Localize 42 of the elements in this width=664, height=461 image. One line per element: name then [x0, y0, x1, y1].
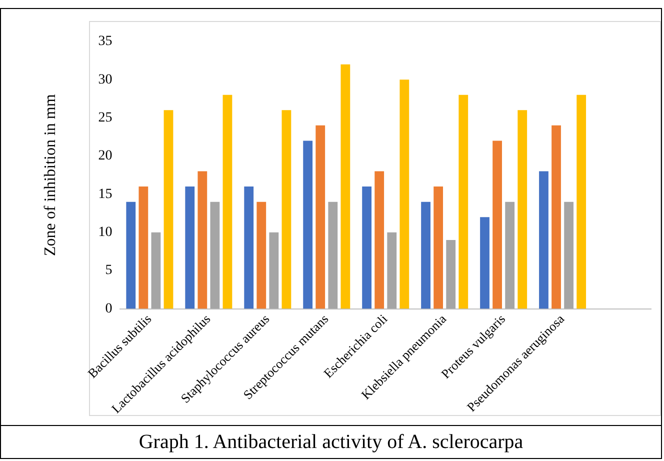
bar: [434, 186, 444, 309]
bar: [362, 186, 372, 309]
bar: [552, 125, 561, 309]
caption: Graph 1. Antibacterial activity of A. sclerocarpa: [1, 425, 661, 460]
bar: [576, 94, 586, 309]
bar: [340, 64, 350, 309]
bar: [328, 202, 338, 309]
y-tick-label: 15: [98, 186, 112, 202]
y-tick-label: 25: [98, 110, 112, 126]
bar: [210, 202, 220, 309]
bar: [138, 186, 148, 309]
y-tick-label: 10: [98, 225, 112, 240]
y-tick-label: 30: [98, 72, 112, 88]
y-tick-label: 35: [98, 34, 112, 50]
y-tick-label: 20: [98, 148, 112, 164]
bar: [539, 171, 548, 309]
bar: [222, 94, 232, 309]
bar: [492, 140, 502, 309]
bar: [400, 80, 410, 309]
bar: [198, 171, 208, 309]
bar: [446, 240, 456, 309]
bar: [458, 94, 468, 309]
bar: [316, 125, 326, 309]
bar: [164, 110, 174, 309]
y-axis-title: Zone of inhibition in mm: [42, 94, 59, 256]
bar: [269, 232, 279, 309]
bar: [505, 202, 515, 309]
bar: [421, 202, 430, 309]
bar: [564, 202, 574, 309]
bar: [374, 171, 384, 309]
bar: [244, 186, 254, 309]
y-tick-label: 5: [105, 263, 112, 278]
bar: [256, 202, 266, 309]
bar: [282, 110, 292, 309]
bar: [303, 140, 313, 309]
bar: [185, 186, 195, 309]
bar: [518, 110, 528, 309]
bar: [480, 217, 490, 309]
bar: [151, 232, 161, 309]
bar: [387, 232, 397, 309]
bar: [126, 202, 136, 309]
y-tick-label: 0: [105, 301, 112, 316]
